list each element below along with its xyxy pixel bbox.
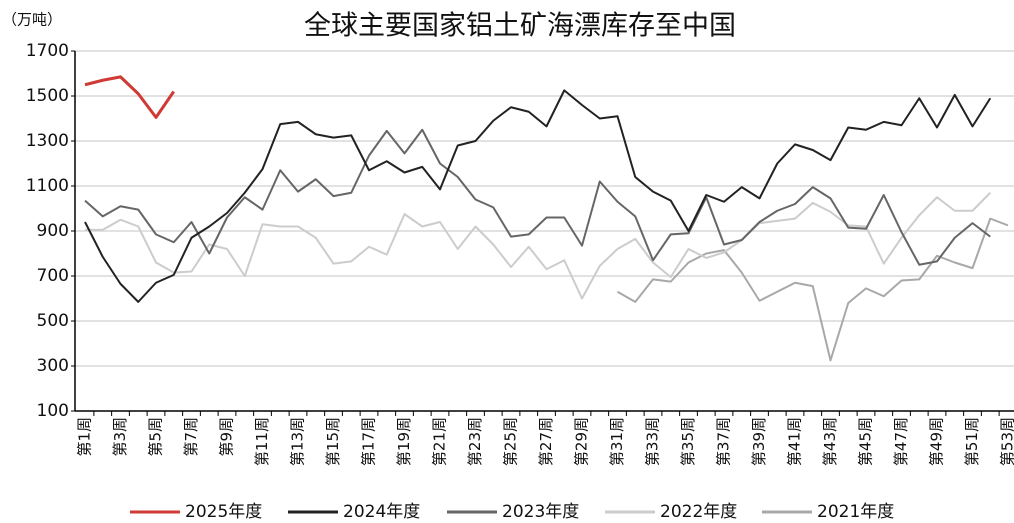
x-tick-label: 第37周	[715, 417, 733, 466]
x-tick-label: 第47周	[892, 417, 910, 466]
x-tick-label: 第27周	[537, 417, 555, 466]
series-line	[84, 89, 992, 303]
x-tick-label: 第43周	[821, 417, 839, 466]
y-tick-label: 100	[37, 401, 69, 421]
x-tick-label: 第49周	[928, 417, 946, 466]
x-tick-label: 第17周	[360, 417, 378, 466]
x-tick-label: 第39周	[750, 417, 768, 466]
x-tick-label: 第3周	[111, 417, 129, 457]
x-tick-label: 第35周	[679, 417, 697, 466]
chart-title: 全球主要国家铝土矿海漂库存至中国	[304, 11, 736, 42]
series-line	[84, 75, 175, 119]
y-tick-label: 1700	[26, 41, 69, 61]
y-tick-label: 500	[37, 311, 69, 331]
x-tick-label: 第53周	[999, 417, 1014, 466]
legend-label: 2021年度	[817, 502, 894, 522]
series-line	[617, 217, 1009, 362]
x-tick-label: 第23周	[466, 417, 484, 466]
legend-label: 2025年度	[185, 502, 262, 522]
x-tick-label: 第21周	[431, 417, 449, 466]
y-tick-label: 1300	[26, 131, 69, 151]
x-tick-label: 第45周	[857, 417, 875, 466]
x-tick-label: 第41周	[786, 417, 804, 466]
x-tick-label: 第15周	[324, 417, 342, 466]
x-tick-label: 第25周	[502, 417, 520, 466]
x-tick-label: 第11周	[253, 417, 271, 466]
legend-label: 2022年度	[660, 502, 737, 522]
x-tick-label: 第13周	[289, 417, 307, 466]
x-tick-label: 第33周	[644, 417, 662, 466]
x-tick-label: 第51周	[963, 417, 981, 466]
x-tick-label: 第31周	[608, 417, 626, 466]
x-tick-label: 第1周	[76, 417, 94, 457]
x-tick-label: 第5周	[147, 417, 165, 457]
y-axis-label: （万吨）	[2, 11, 62, 29]
y-tick-label: 700	[37, 266, 69, 286]
legend-label: 2024年度	[343, 502, 420, 522]
x-tick-label: 第7周	[182, 417, 200, 457]
x-tick-label: 第9周	[218, 417, 236, 457]
y-tick-label: 900	[37, 221, 69, 241]
y-tick-label: 300	[37, 356, 69, 376]
x-tick-label: 第19周	[395, 417, 413, 466]
series-line	[85, 192, 991, 300]
series-line	[84, 128, 991, 266]
y-tick-label: 1500	[26, 86, 69, 106]
legend-label: 2023年度	[502, 502, 579, 522]
x-tick-label: 第29周	[573, 417, 591, 466]
y-tick-label: 1100	[26, 176, 69, 196]
